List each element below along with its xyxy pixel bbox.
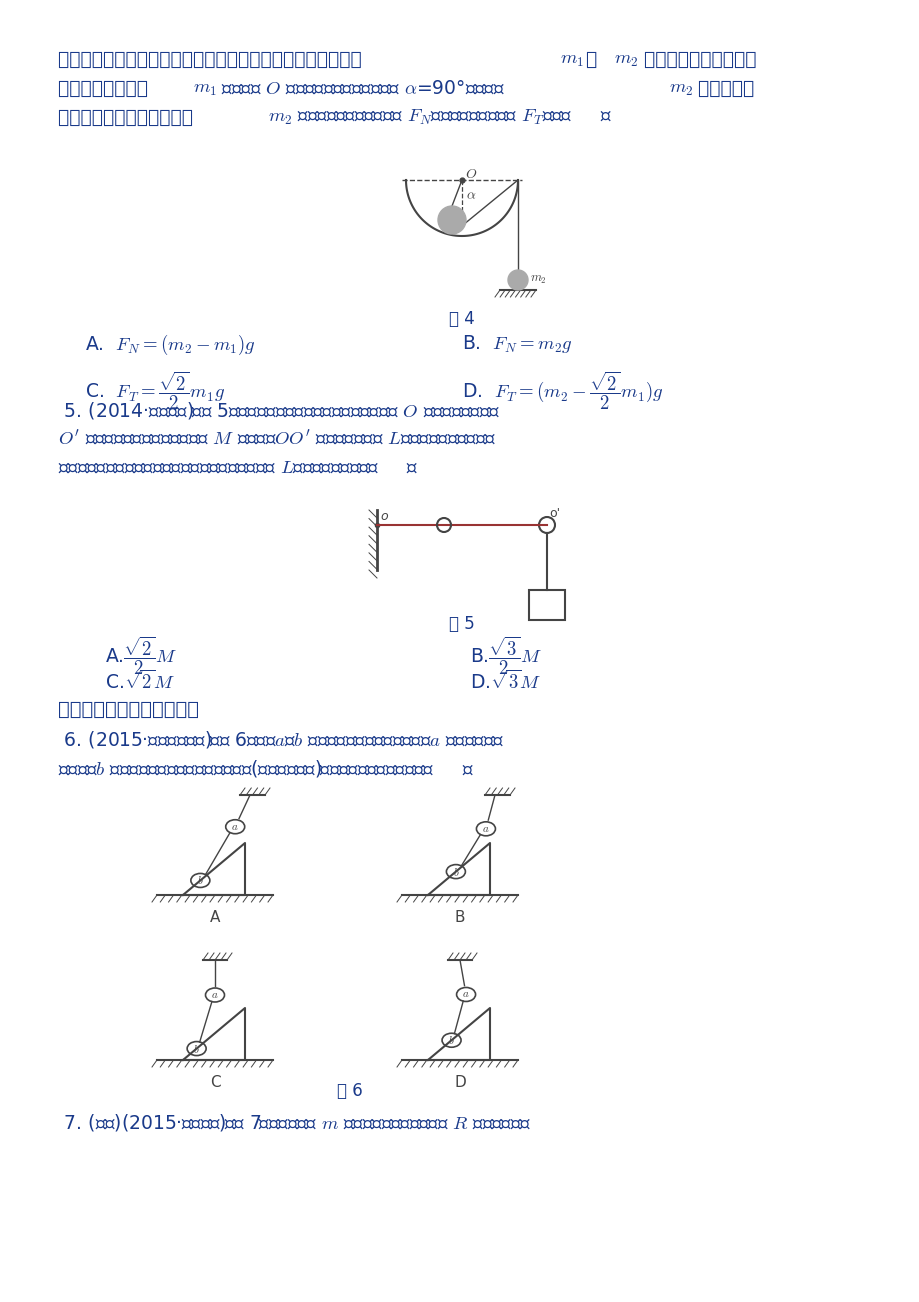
Text: $m_1$: $m_1$ (193, 79, 217, 98)
Text: $O$: $O$ (464, 167, 477, 181)
Text: $a$: $a$ (482, 824, 489, 833)
Text: $a$: $a$ (462, 990, 470, 1000)
Text: 和: 和 (579, 49, 603, 69)
Text: $a$: $a$ (232, 822, 239, 832)
Circle shape (437, 206, 466, 234)
Text: 的小球对地面压力大小为 $F_N$，细线的拉力大小为 $F_T$，则（     ）: 的小球对地面压力大小为 $F_N$，细线的拉力大小为 $F_T$，则（ ） (291, 108, 611, 128)
Text: D: D (454, 1075, 465, 1090)
Text: $m_1$: $m_1$ (437, 217, 452, 230)
Text: D.$\sqrt{3}M$: D.$\sqrt{3}M$ (470, 671, 541, 693)
Text: $b$: $b$ (448, 1034, 454, 1047)
Text: $b$: $b$ (193, 1043, 199, 1055)
Text: o': o' (549, 506, 560, 519)
Text: o: o (380, 510, 387, 523)
Text: C: C (210, 1075, 220, 1090)
Text: 口是光滑的。一根细线跨在碗口上，线的两端分别系有质量为: 口是光滑的。一根细线跨在碗口上，线的两端分别系有质量为 (58, 49, 368, 69)
Text: $b$: $b$ (452, 866, 459, 878)
Text: 图 5: 图 5 (448, 615, 474, 633)
Text: A.$\dfrac{\sqrt{2}}{2}M$: A.$\dfrac{\sqrt{2}}{2}M$ (105, 634, 177, 677)
Text: D.  $F_T=(m_2-\dfrac{\sqrt{2}}{2}m_1)g$: D. $F_T=(m_2-\dfrac{\sqrt{2}}{2}m_1)g$ (461, 368, 663, 411)
Circle shape (507, 270, 528, 290)
Text: 水平地面上，设此时质量为: 水平地面上，设此时质量为 (58, 108, 199, 128)
Text: 对点训练：整体法与隔离法: 对点训练：整体法与隔离法 (58, 700, 199, 719)
Text: $b$: $b$ (197, 875, 203, 887)
Text: A.  $F_N=(m_2-m_1)g$: A. $F_N=(m_2-m_1)g$ (85, 333, 255, 357)
Text: $\alpha$: $\alpha$ (466, 187, 476, 202)
Text: $a$: $a$ (211, 990, 219, 1000)
Text: $m_2$: $m_2$ (267, 108, 292, 128)
Text: 图 6: 图 6 (336, 1082, 362, 1100)
Bar (528, 590, 564, 620)
Text: 6. (2015·杭州七校联考)如图 6所示，$a$、$b$ 两个质量相同的球用线连接，$a$ 球用线挂在天: 6. (2015·杭州七校联考)如图 6所示，$a$、$b$ 两个质量相同的球用… (58, 729, 504, 750)
Text: 7. (多选)(2015·青岛期中)如图 7所示，质量为 $m$ 的木块静止地放在半径为 $R$ 的半球体上，: 7. (多选)(2015·青岛期中)如图 7所示，质量为 $m$ 的木块静止地放… (58, 1112, 531, 1133)
Text: C.$\sqrt{2}M$: C.$\sqrt{2}M$ (105, 671, 175, 693)
Text: A: A (210, 910, 220, 924)
Text: 图 4: 图 4 (448, 310, 474, 328)
Text: $m_2$: $m_2$ (668, 79, 693, 98)
Text: B.  $F_N=m_2g$: B. $F_N=m_2g$ (461, 333, 573, 355)
Text: 的小球。当它们处于平: 的小球。当它们处于平 (637, 49, 755, 69)
Text: $m_2$: $m_2$ (613, 49, 638, 69)
Text: 的轻环。现在轻环上悬挂一钩码，平衡后，物体上升 $L$。则钩码的质量为（     ）: 的轻环。现在轻环上悬挂一钩码，平衡后，物体上升 $L$。则钩码的质量为（ ） (58, 458, 418, 477)
Text: 的小球位于: 的小球位于 (691, 79, 754, 98)
Text: 衡状态时，质量为: 衡状态时，质量为 (58, 79, 153, 98)
Text: $m_1$: $m_1$ (560, 49, 584, 69)
Text: B.$\dfrac{\sqrt{3}}{2}M$: B.$\dfrac{\sqrt{3}}{2}M$ (470, 634, 541, 677)
Text: 的小球与 $O$ 点的连线与水平线的夹角为 $\alpha$=90°，质量为: 的小球与 $O$ 点的连线与水平线的夹角为 $\alpha$=90°，质量为 (216, 79, 505, 98)
Text: C.  $F_T=\dfrac{\sqrt{2}}{2}m_1g$: C. $F_T=\dfrac{\sqrt{2}}{2}m_1g$ (85, 368, 225, 411)
Text: 5. (2014·海南高考)如图 5，一不可伸长的光滑轻绳，其左端固定于 $O$ 点，右端跨过位于: 5. (2014·海南高考)如图 5，一不可伸长的光滑轻绳，其左端固定于 $O$… (58, 400, 500, 421)
Text: B: B (454, 910, 465, 924)
Text: 花板上，$b$ 球放在光滑斜面上，系统保持静止(线的质量不计)，以下图示哪个是正确的（     ）: 花板上，$b$ 球放在光滑斜面上，系统保持静止(线的质量不计)，以下图示哪个是正… (58, 758, 473, 779)
Text: $m_2$: $m_2$ (529, 273, 546, 286)
Text: $O'$ 点的固定光滑轴悬挂一质量为 $M$ 的物体；$OO'$ 段水平，长度为 $L$；绳上套一可沿绳滑动: $O'$ 点的固定光滑轴悬挂一质量为 $M$ 的物体；$OO'$ 段水平，长度为… (58, 428, 495, 448)
